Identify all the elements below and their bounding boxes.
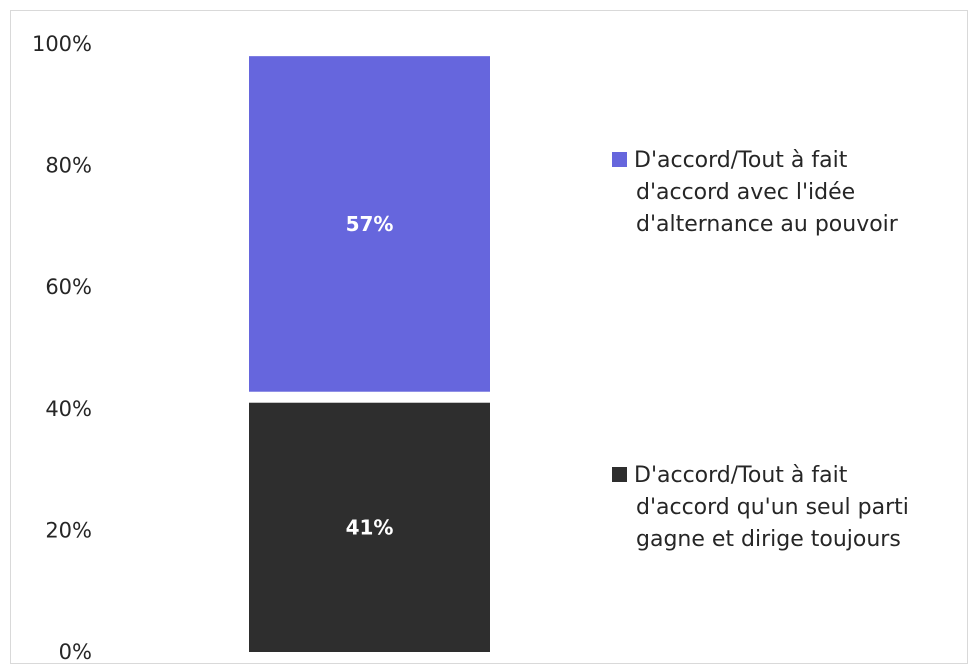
bars [249,56,490,652]
data-label: 41% [346,515,394,539]
data-label: 57% [346,212,394,236]
bar-segment [249,56,490,392]
bar-segment [249,402,490,652]
legend-swatch [612,467,627,482]
y-tick-label: 20% [45,518,92,542]
y-axis: 0% 20% 40% 60% 80% 100% [32,32,92,664]
legend-item: D'accord/Tout à fait d'accord avec l'idée… [612,148,899,237]
legend-label: d'accord avec l'idée [636,180,855,205]
legend-label: gagne et dirige toujours [636,527,901,552]
y-tick-label: 0% [59,640,92,664]
data-labels: 41% 57% [346,212,394,539]
y-tick-label: 80% [45,154,92,178]
y-tick-label: 40% [45,397,92,421]
legend: D'accord/Tout à fait d'accord avec l'idée… [612,148,909,552]
y-tick-label: 60% [45,275,92,299]
legend-item: D'accord/Tout à fait d'accord qu'un seul … [612,463,909,552]
y-tick-label: 100% [32,32,92,56]
legend-label: d'alternance au pouvoir [636,212,899,237]
legend-label: d'accord qu'un seul parti [636,495,909,520]
legend-swatch [612,152,627,167]
chart-frame [10,10,968,664]
legend-label: D'accord/Tout à fait [634,148,848,173]
legend-label: D'accord/Tout à fait [634,463,848,488]
